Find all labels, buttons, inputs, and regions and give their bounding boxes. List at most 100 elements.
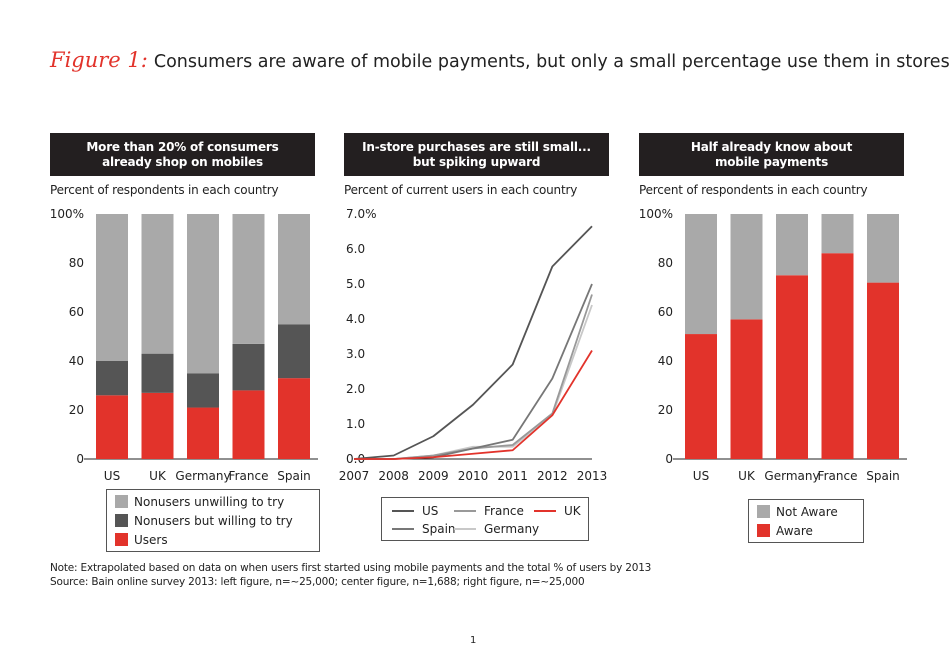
right-bar-us-not-aware bbox=[685, 214, 717, 335]
center-subtitle: Percent of current users in each country bbox=[344, 183, 578, 197]
left-bar-spain-nonusers-but-willing-to-try bbox=[278, 324, 310, 379]
legend-swatch-unwilling bbox=[115, 495, 128, 508]
left-xtick-spain: Spain bbox=[277, 469, 311, 483]
left-ytick-80: 80 bbox=[69, 256, 84, 270]
legend-item-us: US bbox=[392, 504, 438, 518]
legend-swatch-willing bbox=[115, 514, 128, 527]
legend-label-us: US bbox=[422, 504, 439, 518]
legend-item-aware: Aware bbox=[757, 521, 855, 540]
right-ytick-80: 80 bbox=[658, 256, 673, 270]
figure-title-text: Consumers are aware of mobile payments, … bbox=[153, 52, 950, 72]
center-ytick-6-0: 6.0 bbox=[346, 242, 365, 256]
left-bar-france-nonusers-but-willing-to-try bbox=[232, 343, 265, 391]
left-bar-france-nonusers-unwilling-to-try bbox=[232, 214, 265, 344]
legend-line-france bbox=[454, 510, 476, 512]
left-bar-uk-nonusers-but-willing-to-try bbox=[141, 353, 174, 393]
center-xtick-2012: 2012 bbox=[537, 469, 568, 483]
right-bar-uk-aware bbox=[730, 319, 763, 459]
legend-item-willing: Nonusers but willing to try bbox=[115, 511, 311, 530]
legend-item-uk: UK bbox=[534, 504, 581, 518]
right-ytick-40: 40 bbox=[658, 354, 673, 368]
right-xtick-spain: Spain bbox=[866, 469, 900, 483]
center-ytick-3-0: 3.0 bbox=[346, 347, 365, 361]
left-bar-germany-nonusers-unwilling-to-try bbox=[187, 214, 219, 374]
left-ytick-100: 100% bbox=[50, 207, 84, 221]
center-line-uk bbox=[354, 350, 593, 460]
left-ytick-20: 20 bbox=[69, 403, 84, 417]
legend-swatch-not-aware bbox=[757, 505, 770, 518]
right-subtitle: Percent of respondents in each country bbox=[639, 183, 868, 197]
center-xtick-2011: 2011 bbox=[497, 469, 528, 483]
center-xtick-2013: 2013 bbox=[577, 469, 608, 483]
center-panel-heading: In-store purchases are still small... but… bbox=[344, 133, 609, 176]
legend-item-unwilling: Nonusers unwilling to try bbox=[115, 492, 311, 511]
left-bar-spain-users bbox=[278, 378, 310, 459]
center-ytick-7-0: 7.0% bbox=[346, 207, 377, 221]
right-bar-france-aware bbox=[821, 253, 854, 459]
figure-title: Figure 1: Consumers are aware of mobile p… bbox=[50, 48, 950, 72]
legend-item-france: France bbox=[454, 504, 524, 518]
left-bar-germany-nonusers-but-willing-to-try bbox=[187, 373, 219, 408]
right-panel-heading: Half already know about mobile payments bbox=[639, 133, 904, 176]
legend-swatch-users bbox=[115, 533, 128, 546]
center-xtick-2007: 2007 bbox=[339, 469, 370, 483]
left-bar-uk-nonusers-unwilling-to-try bbox=[141, 214, 174, 354]
right-bar-us-aware bbox=[685, 334, 717, 459]
left-panel-heading: More than 20% of consumers already shop o… bbox=[50, 133, 315, 176]
right-ytick-20: 20 bbox=[658, 403, 673, 417]
legend-label-spain: Spain bbox=[422, 522, 456, 536]
right-bar-spain-aware bbox=[867, 282, 899, 459]
left-ytick-40: 40 bbox=[69, 354, 84, 368]
center-xtick-2010: 2010 bbox=[458, 469, 489, 483]
left-heading-line2: already shop on mobiles bbox=[102, 154, 263, 169]
left-xtick-uk: UK bbox=[149, 469, 167, 483]
legend-label-users: Users bbox=[134, 532, 168, 547]
center-ytick-4-0: 4.0 bbox=[346, 312, 365, 326]
left-ytick-0: 0 bbox=[76, 452, 84, 466]
legend-label-willing: Nonusers but willing to try bbox=[134, 513, 293, 528]
legend-line-us bbox=[392, 510, 414, 512]
source-text: Source: Bain online survey 2013: left fi… bbox=[50, 576, 585, 588]
right-bar-spain-not-aware bbox=[867, 214, 899, 283]
right-bar-france-not-aware bbox=[821, 214, 854, 254]
legend-label-germany: Germany bbox=[484, 522, 540, 536]
right-heading-line1: Half already know about bbox=[690, 139, 853, 154]
center-legend: US France UK Spain Germany bbox=[381, 497, 589, 541]
left-xtick-france: France bbox=[229, 469, 269, 483]
figure-label: Figure 1: bbox=[50, 48, 148, 72]
left-ytick-60: 60 bbox=[69, 305, 84, 319]
right-ytick-0: 0 bbox=[665, 452, 673, 466]
legend-label-france: France bbox=[484, 504, 524, 518]
legend-item-users: Users bbox=[115, 530, 311, 549]
right-bar-germany-not-aware bbox=[776, 214, 808, 276]
legend-line-germany bbox=[454, 528, 476, 530]
legend-label-not-aware: Not Aware bbox=[776, 504, 838, 519]
left-bar-spain-nonusers-unwilling-to-try bbox=[278, 214, 310, 325]
center-line-spain bbox=[354, 283, 593, 460]
legend-line-uk bbox=[534, 510, 556, 512]
footnote: Note: Extrapolated based on data on when… bbox=[50, 561, 651, 589]
legend-line-spain bbox=[392, 528, 414, 530]
center-heading-line2: but spiking upward bbox=[412, 154, 541, 169]
left-bar-france-users bbox=[232, 390, 265, 459]
left-xtick-germany: Germany bbox=[175, 469, 230, 483]
center-ytick-1-0: 1.0 bbox=[346, 417, 365, 431]
right-xtick-us: US bbox=[693, 469, 709, 483]
right-ytick-100: 100% bbox=[639, 207, 673, 221]
right-ytick-60: 60 bbox=[658, 305, 673, 319]
right-xtick-uk: UK bbox=[738, 469, 756, 483]
left-bar-uk-users bbox=[141, 392, 174, 459]
center-heading-line1: In-store purchases are still small... bbox=[362, 139, 591, 154]
right-heading-line2: mobile payments bbox=[714, 154, 829, 169]
left-bar-us-users bbox=[96, 395, 128, 459]
center-line-france bbox=[354, 294, 593, 460]
left-subtitle: Percent of respondents in each country bbox=[50, 183, 279, 197]
left-legend: Nonusers unwilling to try Nonusers but w… bbox=[106, 489, 320, 552]
right-xtick-germany: Germany bbox=[764, 469, 819, 483]
right-bar-uk-not-aware bbox=[730, 214, 763, 320]
left-bar-us-nonusers-unwilling-to-try bbox=[96, 214, 128, 361]
left-xtick-us: US bbox=[104, 469, 120, 483]
legend-item-not-aware: Not Aware bbox=[757, 502, 855, 521]
